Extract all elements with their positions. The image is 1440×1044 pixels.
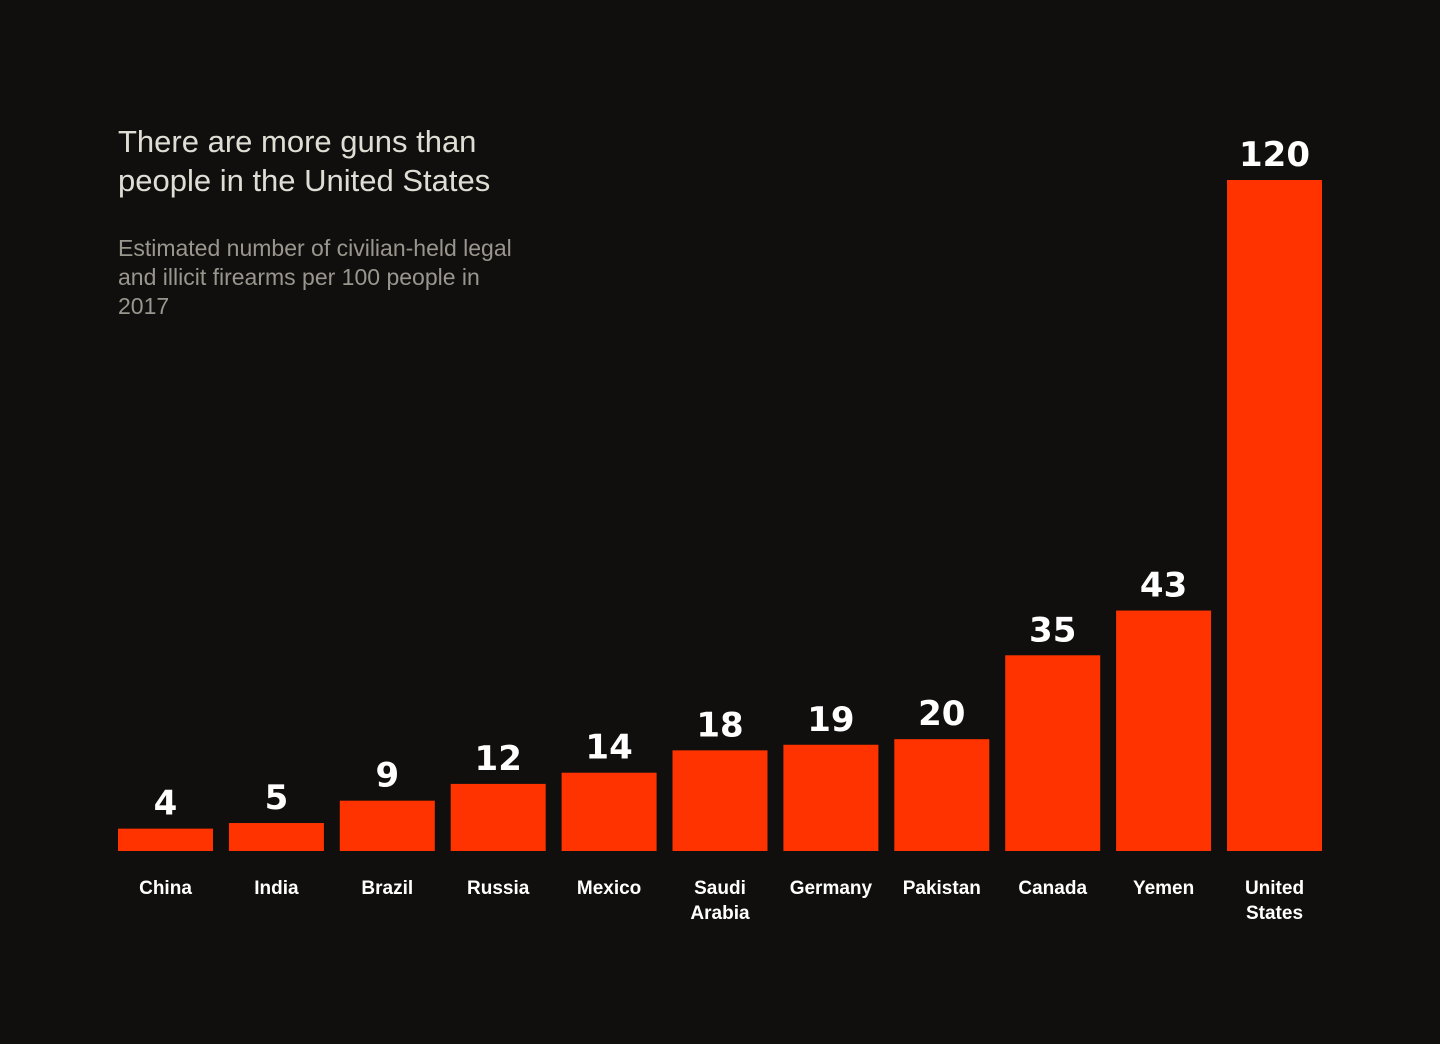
bar-germany [783, 744, 879, 851]
bar-united-states [1227, 180, 1322, 851]
bar-mexico [561, 772, 657, 851]
chart-subtitle: Estimated number of civilian-held legal … [118, 235, 512, 319]
chart-title: There are more guns than people in the U… [118, 124, 491, 198]
bar-yemen [1116, 610, 1212, 851]
category-label: United States [1245, 878, 1304, 924]
bar-saudi-arabia [672, 750, 768, 851]
data-label: 4 [154, 784, 178, 824]
data-label: 14 [585, 728, 632, 768]
bar-canada [1005, 655, 1101, 851]
category-label: Canada [1018, 878, 1087, 899]
data-label: 20 [918, 694, 965, 734]
category-label: Yemen [1133, 878, 1194, 899]
category-label: China [139, 878, 192, 899]
category-label: Mexico [577, 878, 641, 899]
bar-india [228, 823, 324, 851]
category-label: Germany [790, 878, 873, 899]
data-label: 120 [1239, 135, 1310, 175]
category-label: Russia [467, 878, 530, 899]
category-label: India [254, 878, 299, 899]
data-label: 5 [265, 778, 289, 818]
data-label: 43 [1140, 566, 1187, 606]
data-label: 18 [696, 705, 743, 745]
data-label: 35 [1029, 610, 1076, 650]
data-label: 12 [475, 739, 522, 779]
data-label: 19 [807, 700, 854, 740]
category-label: Brazil [361, 878, 413, 899]
category-label: Pakistan [903, 878, 981, 899]
data-label: 9 [375, 756, 399, 796]
category-label: Saudi Arabia [690, 878, 750, 924]
bar-russia [450, 783, 546, 851]
bar-brazil [339, 800, 435, 851]
bar-pakistan [894, 739, 990, 851]
bar-china [118, 828, 213, 851]
